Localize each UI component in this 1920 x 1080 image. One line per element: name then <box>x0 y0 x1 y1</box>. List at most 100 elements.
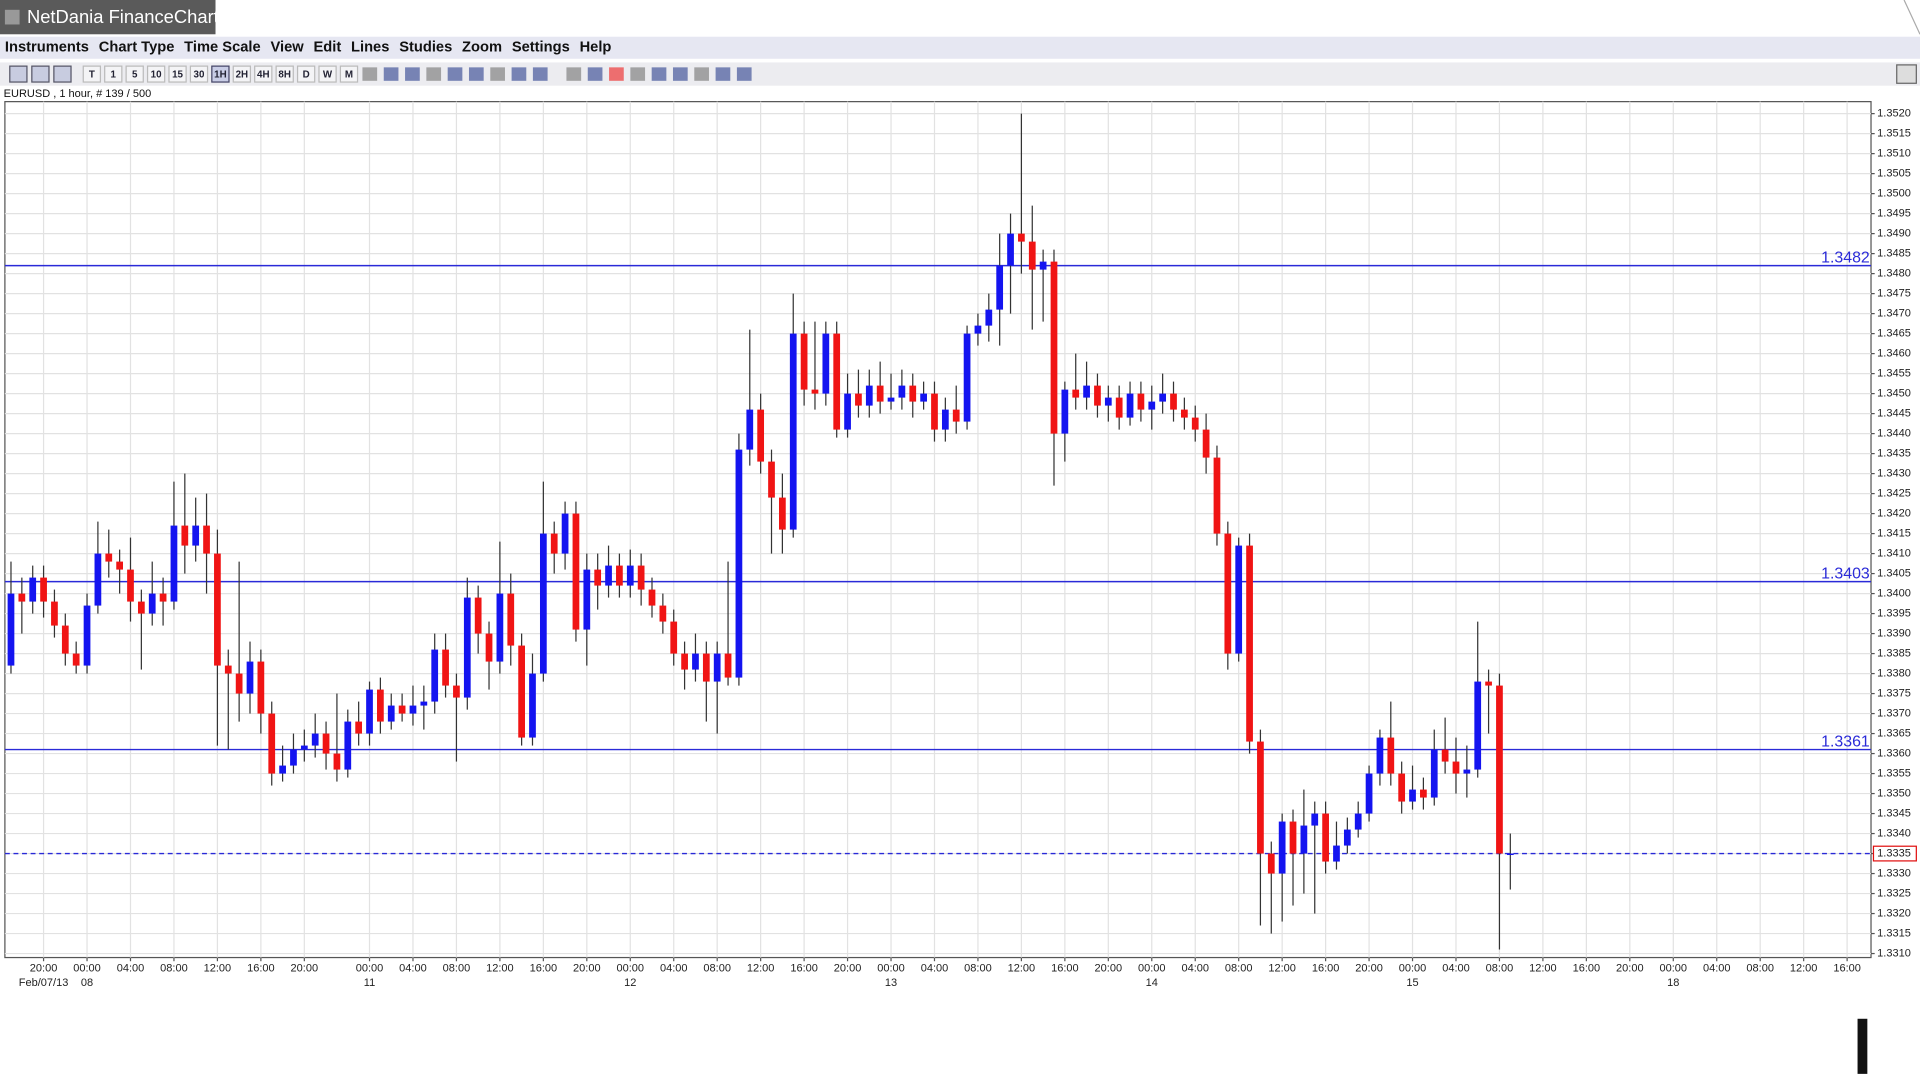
timeframe-button[interactable] <box>146 65 166 83</box>
timeframe-label[interactable]: 15 <box>172 69 183 80</box>
y-tick-label: 1.3390 <box>1877 627 1911 639</box>
timeframe-label[interactable]: 5 <box>132 69 138 80</box>
timeframe-button[interactable] <box>211 65 230 83</box>
candle-body <box>529 673 536 738</box>
tool-icon[interactable] <box>490 67 505 81</box>
tool-icon[interactable] <box>532 67 548 81</box>
timeframe-button[interactable] <box>82 65 102 83</box>
panel-button[interactable] <box>1896 64 1917 84</box>
y-tick-label: 1.3320 <box>1877 907 1911 919</box>
candle-body <box>137 601 145 614</box>
y-tick-label: 1.3370 <box>1877 707 1911 719</box>
tool-icon[interactable] <box>468 67 484 81</box>
menu-item[interactable]: Time Scale <box>184 40 260 56</box>
menu-item[interactable]: Instruments <box>5 40 89 56</box>
tool-icon[interactable] <box>566 67 582 81</box>
candle-body <box>909 385 917 402</box>
timeframe-button[interactable] <box>125 65 144 83</box>
candle-body <box>1159 393 1167 402</box>
candle-body <box>1343 829 1351 846</box>
timeframe-button[interactable] <box>232 65 252 83</box>
candle-body <box>702 653 710 682</box>
timeframe-button[interactable] <box>275 65 294 83</box>
candle-body <box>1376 737 1384 774</box>
timeframe-button[interactable] <box>254 65 273 83</box>
tool-icon[interactable] <box>9 65 28 83</box>
tool-icon[interactable] <box>53 65 72 83</box>
tool-icon[interactable] <box>426 67 442 81</box>
tool-icon[interactable] <box>362 67 378 81</box>
x-tick-label: 20:00 <box>1616 962 1644 974</box>
candle-body <box>1126 393 1134 418</box>
timeframe-button[interactable] <box>296 65 316 83</box>
menu-item[interactable]: Studies <box>399 40 452 56</box>
candle-body <box>876 385 884 402</box>
candle-body <box>1094 385 1101 406</box>
candle-body <box>713 653 721 682</box>
x-tick-label: 04:00 <box>660 962 688 974</box>
tool-icon[interactable] <box>651 67 667 81</box>
y-tick-label: 1.3505 <box>1877 168 1911 180</box>
timeframe-button[interactable] <box>168 65 187 83</box>
candle-body <box>746 409 754 450</box>
tool-icon[interactable] <box>715 67 731 81</box>
timeframe-label[interactable]: 10 <box>151 69 162 80</box>
menu-item[interactable]: View <box>270 40 304 56</box>
timeframe-button[interactable] <box>339 65 359 83</box>
menu-item[interactable]: Edit <box>313 40 341 56</box>
x-tick-label: 00:00 <box>1659 962 1687 974</box>
x-tick-label: 16:00 <box>530 962 558 974</box>
tool-icon[interactable] <box>672 67 688 81</box>
tool-icon[interactable] <box>31 65 50 83</box>
timeframe-label[interactable]: 4H <box>257 69 270 80</box>
y-tick-label: 1.3520 <box>1877 108 1911 120</box>
menu-item[interactable]: Chart Type <box>99 40 175 56</box>
scroll-thumb[interactable] <box>1857 1018 1868 1074</box>
tool-icon[interactable] <box>609 67 624 81</box>
tool-icon[interactable] <box>447 67 463 81</box>
timeframe-label[interactable]: W <box>323 69 333 80</box>
timeframe-button[interactable] <box>318 65 337 83</box>
candle-body <box>463 597 471 698</box>
tool-icon[interactable] <box>694 67 709 81</box>
candle-body <box>822 333 830 394</box>
timeframe-label[interactable]: 2H <box>236 69 249 80</box>
menu-item[interactable]: Lines <box>351 40 389 56</box>
date-label: 11 <box>364 977 375 989</box>
timeframe-button[interactable] <box>189 65 209 83</box>
x-tick-label: 12:00 <box>1790 962 1818 974</box>
candle-body <box>724 653 732 678</box>
timeframe-label[interactable]: D <box>303 69 310 80</box>
y-tick-label: 1.3490 <box>1877 228 1911 240</box>
x-tick-label: 20:00 <box>1355 962 1383 974</box>
candle-body <box>116 561 123 570</box>
x-tick-label: 04:00 <box>1181 962 1209 974</box>
window-title: NetDania FinanceChart <box>27 6 219 27</box>
timeframe-label[interactable]: T <box>89 69 95 80</box>
candle-body <box>453 685 460 698</box>
tool-icon[interactable] <box>736 67 752 81</box>
tool-icon[interactable] <box>630 67 646 81</box>
timeframe-button[interactable] <box>104 65 123 83</box>
candle-body <box>550 533 558 554</box>
menu-item[interactable]: Settings <box>512 40 570 56</box>
candle-body <box>214 553 221 666</box>
timeframe-label[interactable]: 30 <box>194 69 205 80</box>
candle-body <box>300 745 308 750</box>
timeframe-label[interactable]: 1H <box>214 69 227 80</box>
y-tick-label: 1.3420 <box>1877 507 1911 519</box>
tool-icon[interactable] <box>587 67 603 81</box>
tool-icon[interactable] <box>405 67 420 81</box>
menu-item[interactable]: Help <box>580 40 612 56</box>
timeframe-label[interactable]: 8H <box>278 69 291 80</box>
y-tick-label: 1.3325 <box>1877 887 1911 899</box>
candle-body <box>920 393 927 402</box>
menu-item[interactable]: Zoom <box>462 40 502 56</box>
y-tick-label: 1.3365 <box>1877 727 1911 739</box>
tool-icon[interactable] <box>383 67 399 81</box>
timeframe-label[interactable]: 1 <box>111 69 117 80</box>
tool-icon[interactable] <box>511 67 527 81</box>
x-tick-label: 16:00 <box>247 962 275 974</box>
timeframe-label[interactable]: M <box>345 69 353 80</box>
candle-body <box>181 525 189 546</box>
